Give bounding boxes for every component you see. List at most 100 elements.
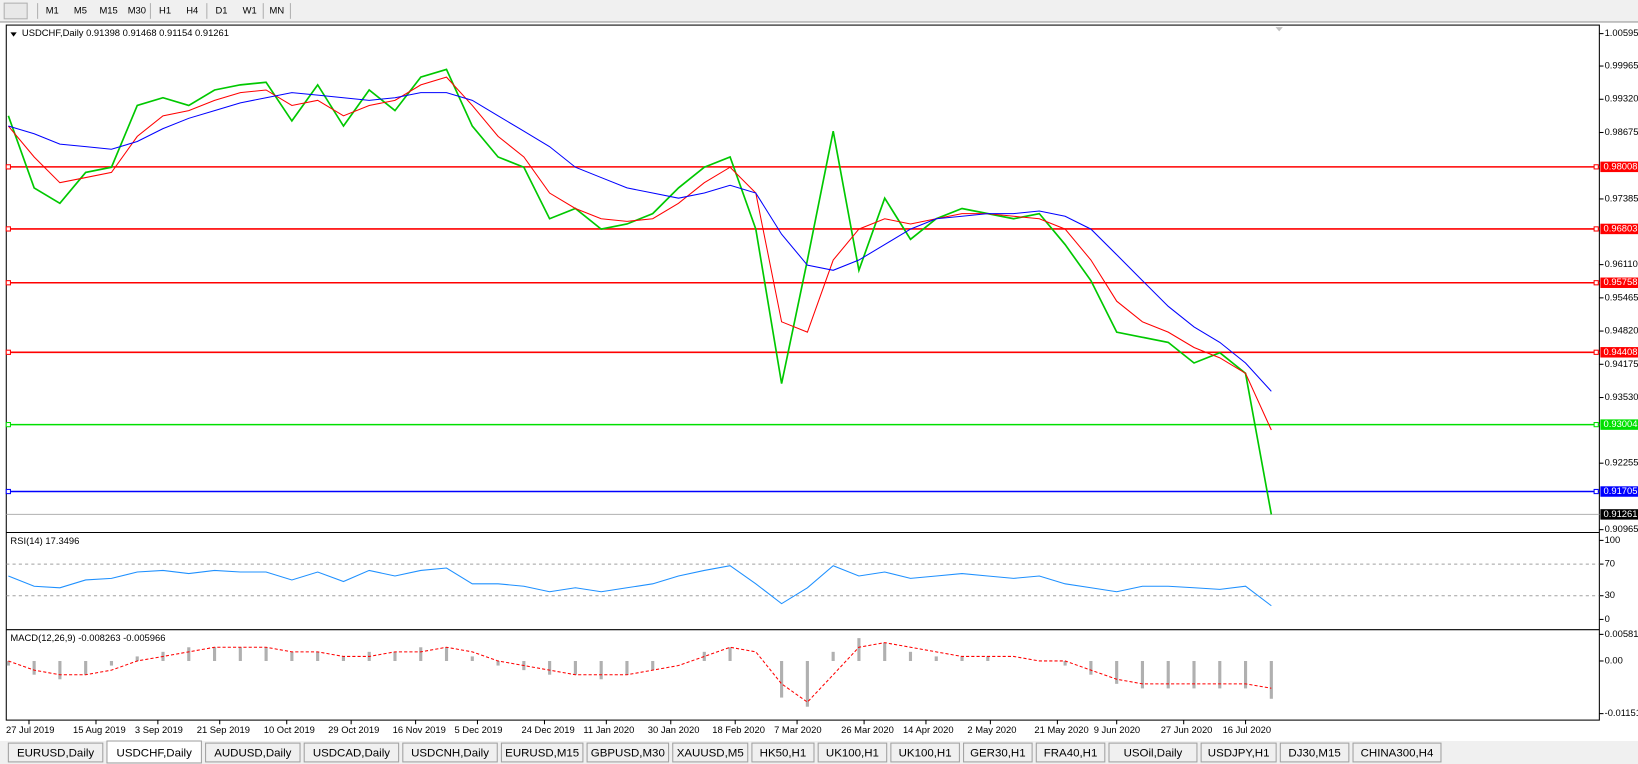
tab-label[interactable]: HK50,H1 (760, 748, 807, 760)
level-handle[interactable] (1593, 488, 1599, 495)
tab[interactable] (963, 742, 1033, 763)
x-tick-label: 16 Jul 2020 (1223, 724, 1272, 735)
x-tick-label: 21 Sep 2019 (197, 724, 250, 735)
y-tick-label: 0.005818 (1605, 628, 1638, 639)
level-handle[interactable] (5, 280, 11, 286)
tab[interactable] (672, 742, 749, 763)
price-line (7, 76, 1272, 431)
toolbar-button[interactable] (3, 2, 28, 20)
timeframe-button[interactable]: M30 (128, 4, 146, 15)
tab-label[interactable]: DJ30,M15 (1288, 748, 1340, 760)
tab[interactable] (817, 742, 888, 763)
tab[interactable] (890, 742, 960, 763)
tab[interactable] (586, 742, 670, 763)
level-label: 0.91705 (1604, 485, 1638, 496)
price-line (7, 68, 1273, 515)
x-tick-label: 30 Jan 2020 (648, 724, 700, 735)
y-tick-label: 1.00595 (1605, 27, 1638, 38)
tab-label[interactable]: EURUSD,M15 (505, 748, 579, 760)
tab[interactable] (500, 742, 584, 763)
x-tick-label: 7 Mar 2020 (774, 724, 822, 735)
y-tick-label: 0.90965 (1605, 523, 1638, 534)
tab-label[interactable]: USDCHF,Daily (117, 748, 193, 760)
y-tick-label: 100 (1605, 534, 1621, 545)
timeframe-button[interactable]: M5 (74, 4, 87, 15)
x-tick-label: 3 Sep 2019 (135, 724, 183, 735)
level-handle[interactable] (1593, 349, 1599, 355)
tab-label[interactable]: FRA40,H1 (1044, 748, 1098, 760)
timeframe-button[interactable]: M15 (100, 4, 118, 15)
tab-label[interactable]: AUDUSD,Daily (214, 748, 291, 760)
tab-label[interactable]: XAUUSD,M5 (677, 748, 744, 760)
level-label: 0.98008 (1604, 160, 1638, 171)
tab-label[interactable]: UK100,H1 (899, 748, 952, 760)
tab[interactable] (303, 742, 400, 763)
tab[interactable] (1108, 742, 1198, 763)
level-handle[interactable] (5, 164, 11, 170)
tab-label[interactable]: USDCNH,Daily (411, 748, 489, 760)
x-tick-label: 9 Jun 2020 (1094, 724, 1140, 735)
level-handle[interactable] (1593, 164, 1599, 170)
tab-label[interactable]: CHINA300,H4 (1361, 748, 1434, 760)
y-tick-label: 0.99320 (1605, 93, 1638, 104)
level-handle[interactable] (1593, 280, 1599, 286)
level-handle[interactable] (5, 488, 11, 495)
timeframe-button[interactable]: H1 (159, 4, 171, 15)
level-label-bg (1600, 161, 1638, 173)
tab[interactable] (751, 742, 815, 763)
tab-label[interactable]: GBPUSD,M30 (591, 748, 665, 760)
level-label-bg (1600, 419, 1638, 430)
y-tick-label: 0.92255 (1605, 457, 1638, 468)
x-tick-label: 18 Feb 2020 (712, 724, 765, 735)
tab[interactable] (1279, 742, 1350, 763)
timeframe-button[interactable]: H4 (186, 4, 198, 15)
x-tick-label: 2 May 2020 (967, 724, 1016, 735)
x-tick-label: 10 Oct 2019 (264, 724, 315, 735)
panel-title: RSI(14) 17.3496 (10, 535, 79, 546)
tab[interactable] (7, 742, 104, 763)
timeframe-button[interactable]: MN (270, 4, 285, 15)
x-tick-label: 15 Aug 2019 (73, 724, 126, 735)
y-tick-label: 0.98675 (1605, 126, 1638, 137)
y-tick-label: 0.93530 (1605, 391, 1638, 402)
x-tick-label: 27 Jun 2020 (1161, 724, 1213, 735)
level-handle[interactable] (5, 422, 11, 428)
x-tick-label: 11 Jan 2020 (583, 724, 634, 735)
level-handle[interactable] (1593, 226, 1599, 232)
level-handle[interactable] (1593, 422, 1599, 428)
tab[interactable] (1200, 742, 1277, 763)
tab-label[interactable]: EURUSD,Daily (17, 748, 94, 760)
x-tick-label: 26 Mar 2020 (841, 724, 894, 735)
tab[interactable] (106, 740, 202, 764)
tab-label[interactable]: USOil,Daily (1124, 748, 1183, 760)
tab[interactable] (1352, 742, 1442, 763)
rsi-line (8, 565, 1272, 607)
x-tick-label: 24 Dec 2019 (521, 724, 574, 735)
timeframe-button[interactable]: D1 (215, 4, 227, 15)
last-price-label: 0.91261 (1604, 508, 1638, 519)
tab[interactable] (402, 742, 498, 763)
shift-marker (1275, 27, 1283, 32)
x-tick-label: 27 Jul 2019 (6, 724, 55, 735)
level-handle[interactable] (5, 349, 11, 355)
timeframe-button[interactable]: M1 (46, 4, 59, 15)
timeframe-button[interactable]: W1 (243, 4, 257, 15)
y-tick-label: 30 (1605, 589, 1615, 600)
tab-label[interactable]: UK100,H1 (826, 748, 879, 760)
x-tick-label: 16 Nov 2019 (393, 724, 446, 735)
tab-label[interactable]: USDCAD,Daily (313, 748, 390, 760)
y-tick-label: 0.94820 (1605, 325, 1638, 336)
tab-label[interactable]: GER30,H1 (970, 748, 1026, 760)
x-tick-label: 21 May 2020 (1034, 724, 1088, 735)
x-tick-label: 14 Apr 2020 (903, 724, 954, 735)
tab[interactable] (205, 742, 301, 763)
y-tick-label: 0.94175 (1605, 358, 1638, 369)
panel-title: USDCHF,Daily 0.91398 0.91468 0.91154 0.9… (22, 27, 229, 38)
tab-label[interactable]: USDJPY,H1 (1208, 748, 1270, 760)
tab[interactable] (1035, 742, 1106, 763)
level-handle[interactable] (5, 226, 11, 232)
y-tick-label: 0.99965 (1605, 60, 1638, 71)
y-tick-label: 0.95465 (1605, 291, 1638, 302)
level-label-bg (1600, 486, 1638, 497)
chart-menu-arrow[interactable] (10, 32, 17, 37)
